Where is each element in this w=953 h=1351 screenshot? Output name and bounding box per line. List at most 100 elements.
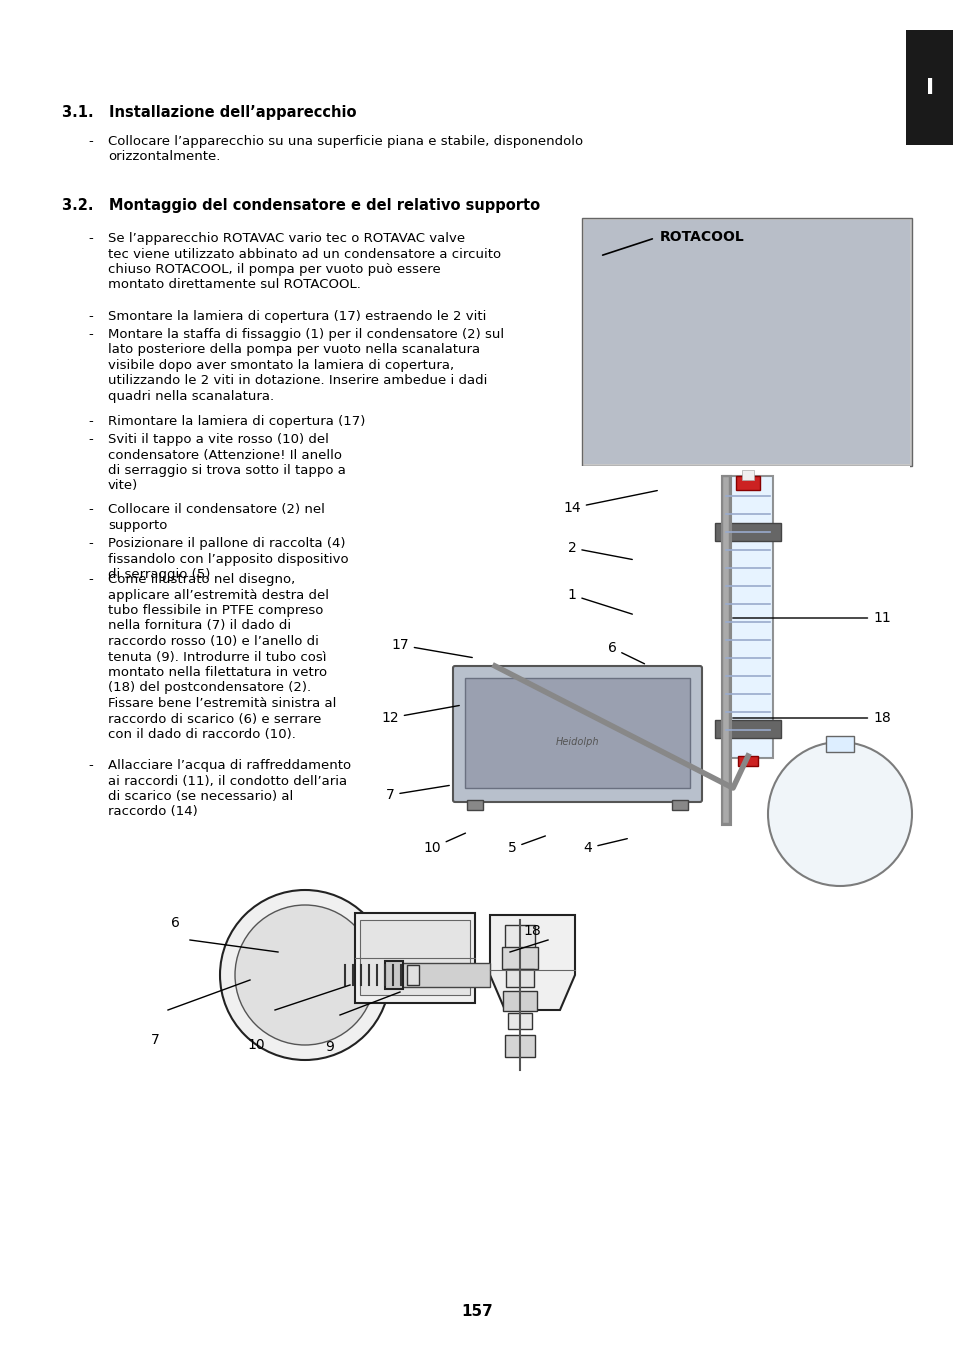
- Text: -: -: [88, 536, 92, 550]
- Text: Posizionare il pallone di raccolta (4): Posizionare il pallone di raccolta (4): [108, 536, 345, 550]
- Text: 7: 7: [151, 1034, 159, 1047]
- Text: 7: 7: [385, 785, 449, 802]
- Text: 14: 14: [562, 490, 657, 515]
- Text: tenuta (9). Introdurre il tubo così: tenuta (9). Introdurre il tubo così: [108, 650, 326, 663]
- Text: 157: 157: [460, 1305, 493, 1320]
- Bar: [464, 678, 689, 788]
- Text: Smontare la lamiera di copertura (17) estraendo le 2 viti: Smontare la lamiera di copertura (17) es…: [108, 309, 486, 323]
- Bar: [355, 913, 475, 1002]
- Bar: [738, 757, 758, 766]
- Bar: [905, 30, 953, 145]
- Bar: [671, 800, 687, 811]
- Text: (18) del postcondensatore (2).: (18) del postcondensatore (2).: [108, 681, 311, 694]
- Text: visibile dopo aver smontato la lamiera di copertura,: visibile dopo aver smontato la lamiera d…: [108, 359, 454, 372]
- Text: di scarico (se necessario) al: di scarico (se necessario) al: [108, 790, 293, 802]
- Text: 6: 6: [171, 916, 179, 929]
- Bar: [581, 218, 911, 466]
- Text: con il dado di raccordo (10).: con il dado di raccordo (10).: [108, 728, 295, 740]
- Text: Collocare l’apparecchio su una superficie piana e stabile, disponendolo: Collocare l’apparecchio su una superfici…: [108, 135, 582, 149]
- Bar: [825, 736, 853, 753]
- Text: raccordo rosso (10) e l’anello di: raccordo rosso (10) e l’anello di: [108, 635, 318, 648]
- Bar: [504, 1035, 535, 1056]
- Text: quadri nella scanalatura.: quadri nella scanalatura.: [108, 390, 274, 403]
- Text: chiuso ROTACOOL, il pompa per vuoto può essere: chiuso ROTACOOL, il pompa per vuoto può …: [108, 263, 440, 276]
- Text: condensatore (Attenzione! Il anello: condensatore (Attenzione! Il anello: [108, 449, 341, 462]
- Text: lato posteriore della pompa per vuoto nella scanalatura: lato posteriore della pompa per vuoto ne…: [108, 343, 479, 357]
- Bar: [583, 220, 909, 463]
- Bar: [507, 1013, 532, 1029]
- Text: nella fornitura (7) il dado di: nella fornitura (7) il dado di: [108, 620, 291, 632]
- Text: -: -: [88, 759, 92, 771]
- Bar: [504, 925, 535, 955]
- Text: 9: 9: [325, 1040, 335, 1054]
- Text: 17: 17: [391, 638, 472, 658]
- Text: ROTACOOL: ROTACOOL: [659, 230, 744, 245]
- Text: -: -: [88, 135, 92, 149]
- Text: 1: 1: [567, 588, 632, 615]
- Text: tubo flessibile in PTFE compreso: tubo flessibile in PTFE compreso: [108, 604, 323, 617]
- Bar: [467, 800, 482, 811]
- Text: 10: 10: [247, 1038, 265, 1052]
- Polygon shape: [490, 915, 575, 1011]
- Text: 12: 12: [381, 705, 458, 725]
- Bar: [722, 476, 772, 758]
- Text: -: -: [88, 503, 92, 516]
- Bar: [735, 476, 760, 490]
- Text: applicare all’estremità destra del: applicare all’estremità destra del: [108, 589, 329, 601]
- Text: 10: 10: [423, 834, 465, 855]
- Text: montato direttamente sul ROTACOOL.: montato direttamente sul ROTACOOL.: [108, 278, 360, 292]
- Text: Allacciare l’acqua di raffreddamento: Allacciare l’acqua di raffreddamento: [108, 759, 351, 771]
- Text: fissandolo con l’apposito dispositivo: fissandolo con l’apposito dispositivo: [108, 553, 348, 566]
- Text: tec viene utilizzato abbinato ad un condensatore a circuito: tec viene utilizzato abbinato ad un cond…: [108, 247, 500, 261]
- Text: 11: 11: [732, 611, 890, 626]
- Text: raccordo di scarico (6) e serrare: raccordo di scarico (6) e serrare: [108, 712, 321, 725]
- Text: -: -: [88, 434, 92, 446]
- Text: Collocare il condensatore (2) nel: Collocare il condensatore (2) nel: [108, 503, 325, 516]
- Text: -: -: [88, 309, 92, 323]
- Text: di serraggio si trova sotto il tappo a: di serraggio si trova sotto il tappo a: [108, 463, 346, 477]
- Circle shape: [767, 742, 911, 886]
- Bar: [359, 920, 470, 994]
- FancyBboxPatch shape: [385, 961, 402, 989]
- Circle shape: [220, 890, 390, 1061]
- Text: -: -: [88, 328, 92, 340]
- Text: supporto: supporto: [108, 519, 167, 531]
- Text: Montare la staffa di fissaggio (1) per il condensatore (2) sul: Montare la staffa di fissaggio (1) per i…: [108, 328, 503, 340]
- Text: Heidolph: Heidolph: [555, 738, 598, 747]
- Bar: [407, 965, 418, 985]
- Text: 5: 5: [507, 836, 545, 855]
- Bar: [502, 992, 537, 1011]
- Text: 6: 6: [607, 640, 644, 663]
- Circle shape: [234, 905, 375, 1046]
- FancyBboxPatch shape: [453, 666, 701, 802]
- Bar: [120, 890, 769, 1179]
- Text: 4: 4: [583, 839, 627, 855]
- Text: 3.2.   Montaggio del condensatore e del relativo supporto: 3.2. Montaggio del condensatore e del re…: [62, 199, 539, 213]
- Text: di serraggio (5): di serraggio (5): [108, 567, 211, 581]
- Text: -: -: [88, 232, 92, 245]
- Text: montato nella filettatura in vetro: montato nella filettatura in vetro: [108, 666, 327, 680]
- Text: ai raccordi (11), il condotto dell’aria: ai raccordi (11), il condotto dell’aria: [108, 774, 347, 788]
- Text: Come illustrato nel disegno,: Come illustrato nel disegno,: [108, 573, 294, 586]
- Text: vite): vite): [108, 480, 138, 493]
- Text: 18: 18: [522, 924, 540, 938]
- Bar: [741, 470, 753, 480]
- Text: -: -: [88, 415, 92, 428]
- Text: 2: 2: [567, 540, 632, 559]
- Text: Fissare bene l’estremità sinistra al: Fissare bene l’estremità sinistra al: [108, 697, 336, 711]
- Bar: [714, 720, 781, 738]
- Text: 18: 18: [732, 711, 890, 725]
- Bar: [385, 963, 490, 988]
- Text: 3.1.   Installazione dell’apparecchio: 3.1. Installazione dell’apparecchio: [62, 105, 356, 120]
- Text: utilizzando le 2 viti in dotazione. Inserire ambedue i dadi: utilizzando le 2 viti in dotazione. Inse…: [108, 374, 487, 388]
- Text: Sviti il tappo a vite rosso (10) del: Sviti il tappo a vite rosso (10) del: [108, 434, 329, 446]
- Bar: [714, 523, 781, 540]
- Bar: [501, 947, 537, 969]
- Text: I: I: [925, 77, 933, 97]
- Bar: [505, 969, 534, 988]
- Text: Rimontare la lamiera di copertura (17): Rimontare la lamiera di copertura (17): [108, 415, 365, 428]
- Text: Se l’apparecchio ROTAVAC vario tec o ROTAVAC valve: Se l’apparecchio ROTAVAC vario tec o ROT…: [108, 232, 465, 245]
- Text: orizzontalmente.: orizzontalmente.: [108, 150, 220, 163]
- Text: raccordo (14): raccordo (14): [108, 805, 197, 819]
- Text: -: -: [88, 573, 92, 586]
